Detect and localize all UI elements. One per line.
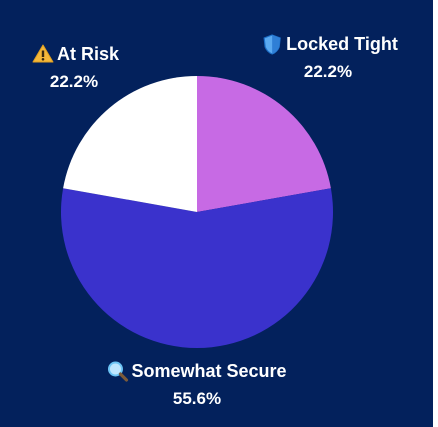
warning-icon-dot <box>41 58 45 61</box>
slice-label: At Risk <box>57 44 120 64</box>
slice-label-group: Locked Tight 22.2% <box>263 34 398 81</box>
slice-label: Somewhat Secure <box>131 361 286 381</box>
warning-icon-bar <box>41 50 45 57</box>
magnifier-icon <box>107 361 123 377</box>
slice-label: Locked Tight <box>286 34 398 54</box>
slice-value-label: 22.2% <box>304 62 352 81</box>
magnifier-icon-handle <box>118 372 129 382</box>
slice-label-group: Somewhat Secure 55.6% <box>107 361 287 408</box>
shield-icon-shade <box>272 35 281 54</box>
slice-label-group: At Risk 22.2% <box>32 44 120 91</box>
slice-value-label: 22.2% <box>50 72 98 91</box>
slice-value-label: 55.6% <box>173 389 221 408</box>
pie-slice-at-risk <box>63 76 197 212</box>
pie-slice-somewhat-secure <box>60 188 333 349</box>
pie-slice-locked-tight <box>197 76 331 212</box>
